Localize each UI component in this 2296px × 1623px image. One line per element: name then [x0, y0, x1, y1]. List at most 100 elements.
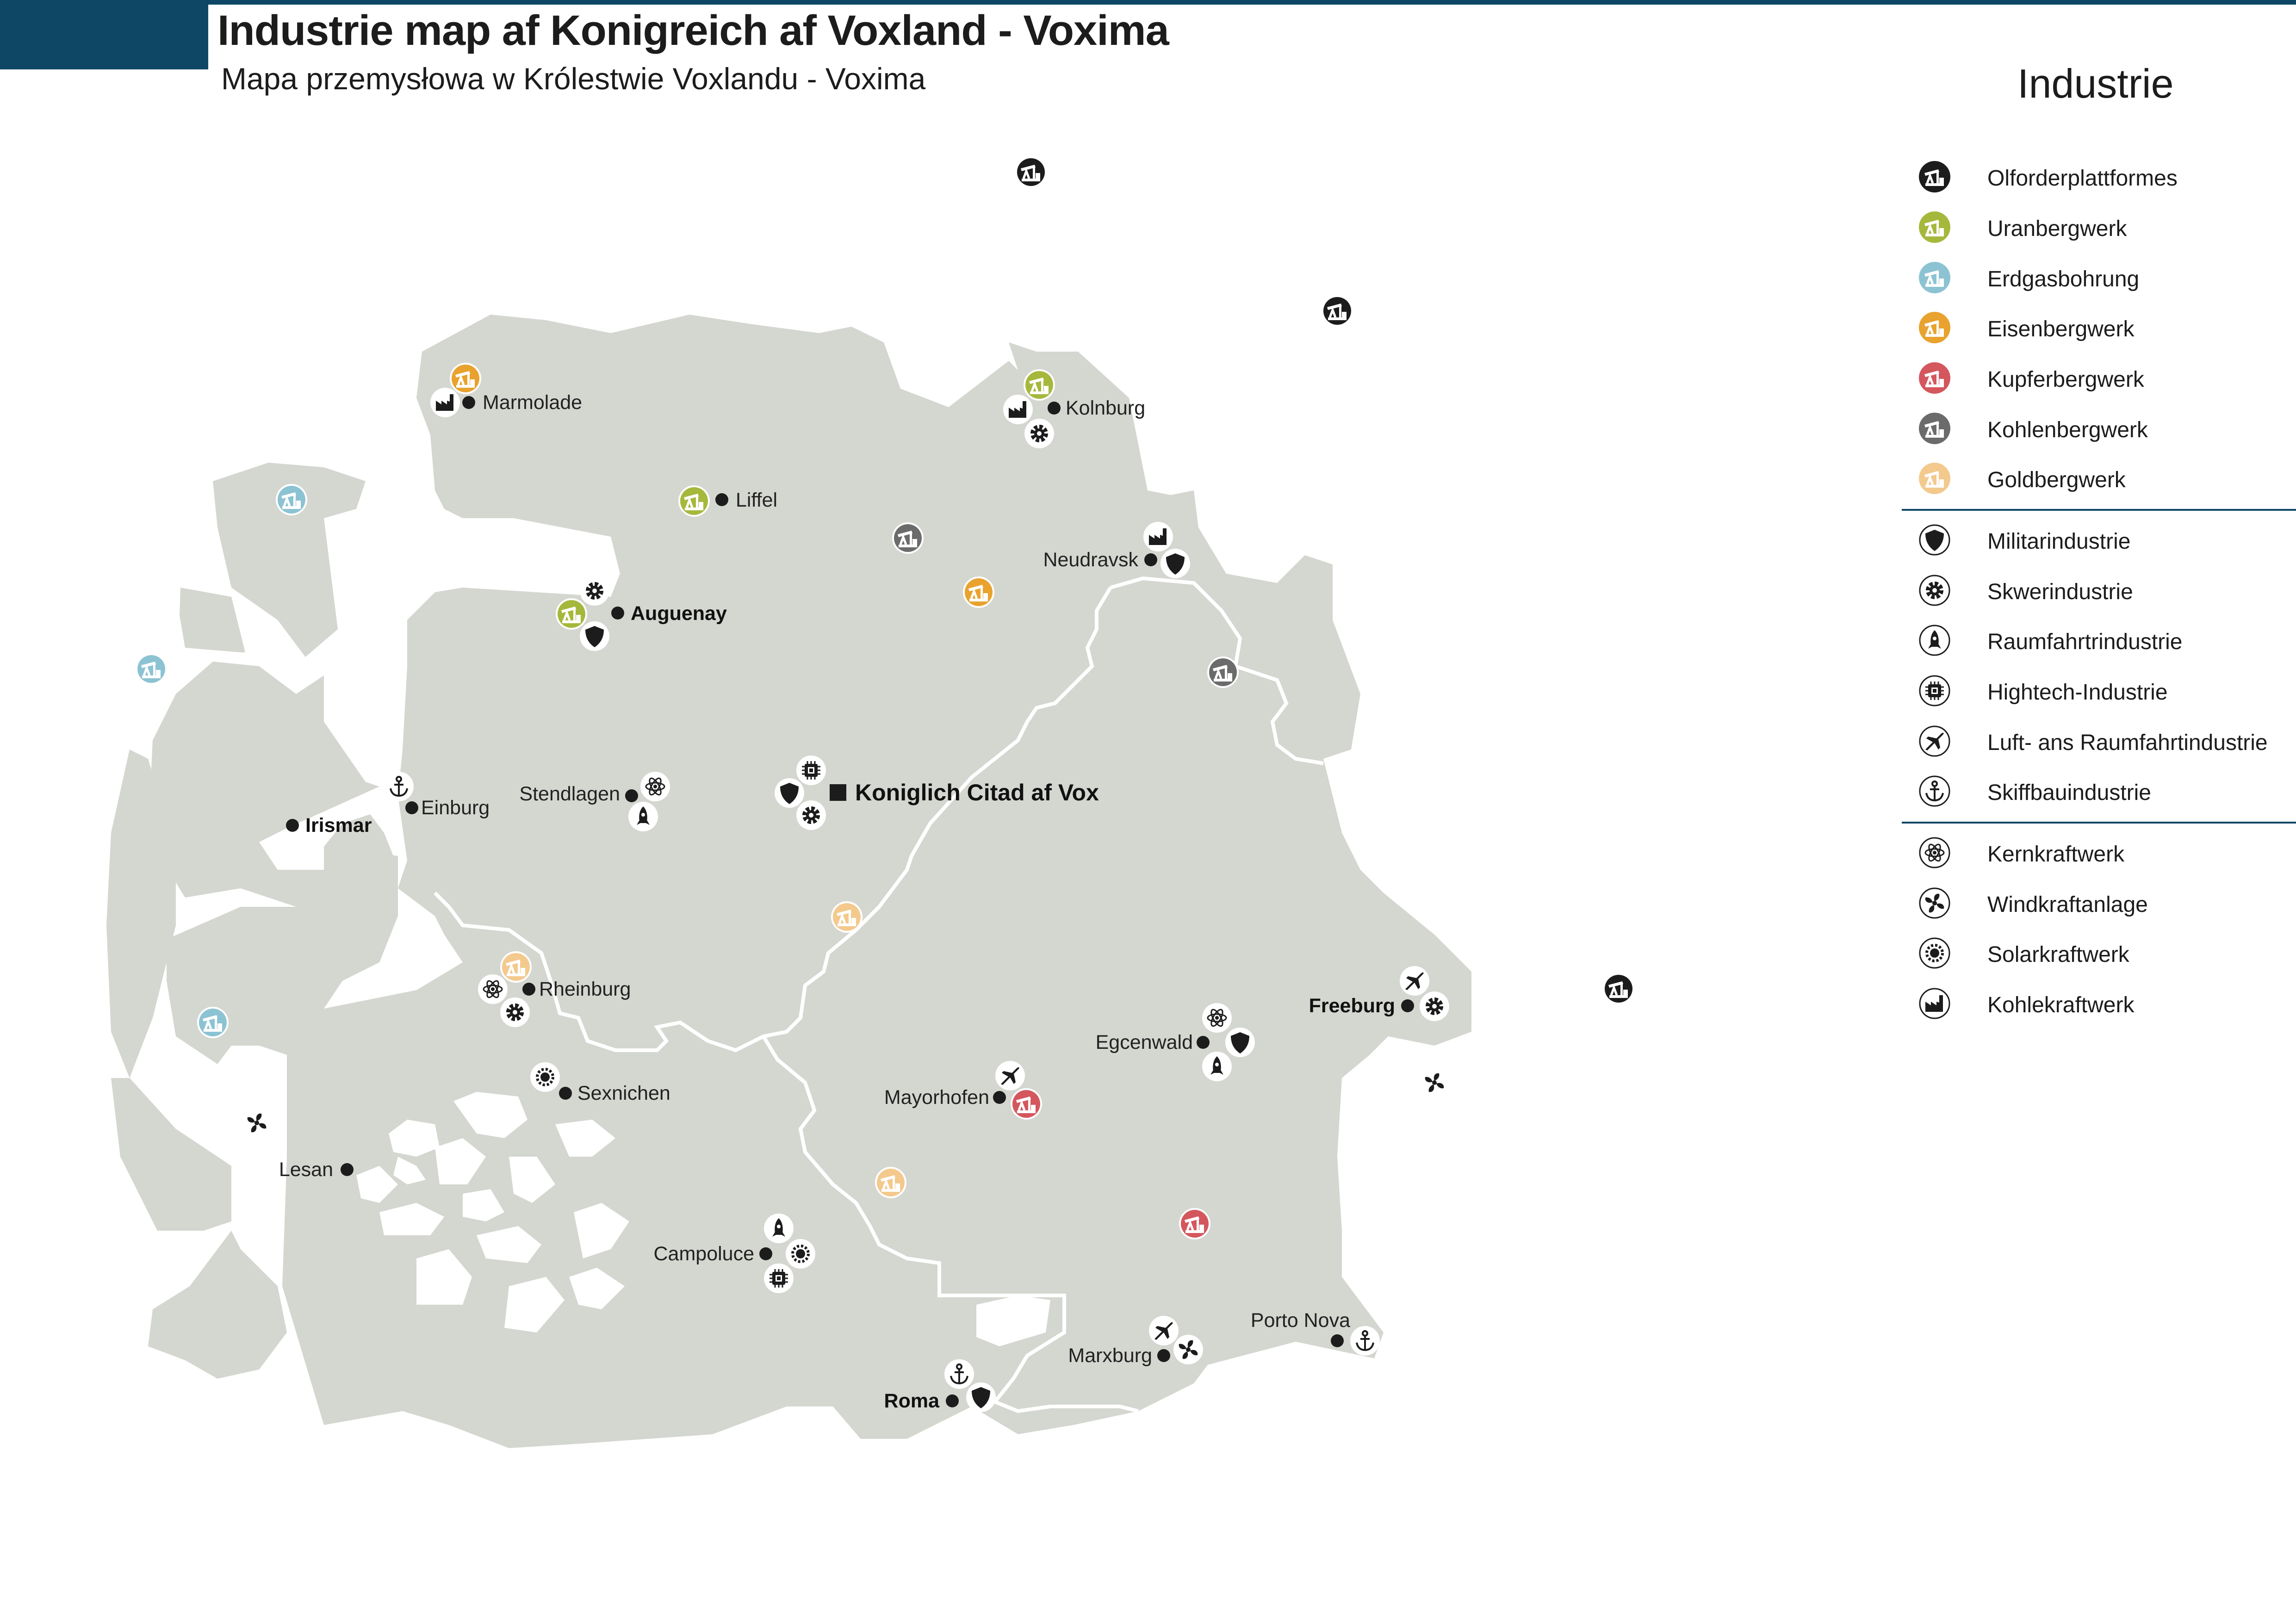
- gear-icon: [500, 997, 530, 1027]
- rocket-icon: [764, 1214, 794, 1243]
- chip-icon: [1919, 675, 1950, 706]
- city-label: Porto Nova: [1251, 1309, 1350, 1332]
- factory-icon: [1143, 522, 1173, 551]
- atom-icon: [478, 974, 508, 1004]
- airplane-icon: [1400, 966, 1429, 996]
- sun-icon: [530, 1062, 560, 1092]
- legend-divider: [1902, 822, 2296, 824]
- wind-turbine-icon: [241, 1107, 273, 1139]
- legend-label: Kupferbergwerk: [1987, 367, 2144, 392]
- chip-icon: [796, 756, 826, 785]
- city-label: Neudravsk: [1043, 549, 1138, 571]
- iron-mine-icon: [1919, 312, 1950, 343]
- airplane-icon: [995, 1061, 1025, 1090]
- gas-drilling-marker: [197, 1007, 229, 1038]
- legend-item-solar-plant: Solarkraftwerk: [1918, 935, 2296, 972]
- legend-label: Olforderplattformes: [1987, 166, 2178, 191]
- rocket-icon: [1919, 625, 1950, 656]
- city-label: Marmolade: [483, 391, 582, 414]
- city-label: Mayorhofen: [884, 1086, 989, 1109]
- map-title: Industrie map af Konigreich af Voxland -…: [217, 7, 1169, 54]
- legend-item-gold-mine: Goldbergwerk: [1918, 460, 2296, 497]
- chip-icon: [764, 1264, 794, 1293]
- city-label: Lesan: [279, 1158, 333, 1181]
- factory-icon: [1003, 395, 1033, 424]
- oil-platform-marker: [1603, 973, 1634, 1004]
- map-subtitle: Mapa przemysłowa w Królestwie Voxlandu -…: [221, 62, 926, 96]
- internal-borders: [434, 576, 1324, 1413]
- legend-item-nuclear-plant: Kernkraftwerk: [1918, 834, 2296, 871]
- legend-item-military: Militarindustrie: [1918, 521, 2296, 558]
- title-accent-block: [0, 0, 208, 69]
- gear-icon: [580, 576, 609, 606]
- legend-label: Windkraftanlage: [1987, 892, 2148, 917]
- legend-item-gas-drilling: Erdgasbohrung: [1918, 259, 2296, 296]
- city-label: Irismar: [305, 814, 372, 836]
- coal-mine-icon: [1919, 413, 1950, 444]
- resource-markers: [136, 156, 1634, 1239]
- iron-mine-marker: [450, 363, 481, 394]
- city-label: Campoluce: [654, 1243, 755, 1265]
- legend-label: Eisenbergwerk: [1987, 317, 2135, 341]
- iron-mine-marker: [963, 576, 994, 608]
- capital-label: Koniglich Citad af Vox: [855, 780, 1099, 805]
- city-label: Stendlagen: [519, 783, 620, 805]
- city-label: Roma: [884, 1390, 940, 1412]
- airplane-icon: [1919, 725, 1950, 757]
- wind-turbine-icon: [1173, 1335, 1203, 1364]
- legend: Industrie Olforderplattformes Uranbergwe…: [1902, 56, 2296, 1073]
- legend-label: Hightech-Industrie: [1987, 680, 2168, 705]
- gas-drilling-marker: [276, 484, 307, 515]
- airplane-icon: [1149, 1316, 1179, 1345]
- legend-item-copper-mine: Kupferbergwerk: [1918, 359, 2296, 396]
- atom-icon: [1919, 837, 1950, 868]
- legend-label: Skwerindustrie: [1987, 580, 2133, 604]
- legend-label: Luft- ans Raumfahrtindustrie: [1987, 731, 2268, 755]
- legend-label: Raumfahrtrindustrie: [1987, 630, 2183, 654]
- factory-icon: [430, 388, 460, 417]
- legend-item-hightech: Hightech-Industrie: [1918, 672, 2296, 709]
- atom-icon: [1202, 1003, 1232, 1033]
- shield-icon: [580, 621, 609, 651]
- legend-item-coal-mine: Kohlenbergwerk: [1918, 410, 2296, 447]
- legend-label: Militarindustrie: [1987, 529, 2131, 554]
- legend-item-space-industry: Raumfahrtrindustrie: [1918, 622, 2296, 659]
- city-label: Freeburg: [1309, 995, 1395, 1017]
- legend-label: Goldbergwerk: [1987, 468, 2126, 492]
- factory-icon: [1919, 988, 1950, 1019]
- legend-item-coal-plant: Kohlekraftwerk: [1918, 985, 2296, 1022]
- legend-label: Solarkraftwerk: [1987, 942, 2129, 967]
- legend-title: Industrie: [2017, 61, 2174, 106]
- gold-mine-marker: [500, 951, 532, 983]
- legend-item-oil-platform: Olforderplattformes: [1918, 158, 2296, 195]
- city-label: Einburg: [421, 797, 490, 819]
- copper-mine-marker: [1179, 1208, 1210, 1239]
- oil-platform-marker: [1015, 156, 1047, 188]
- shield-icon: [1919, 524, 1950, 556]
- legend-label: Erdgasbohrung: [1987, 267, 2140, 291]
- legend-item-uranium-mine: Uranbergwerk: [1918, 209, 2296, 246]
- uranium-mine-icon: [1919, 211, 1950, 243]
- legend-label: Kernkraftwerk: [1987, 842, 2125, 867]
- city-label: Sexnichen: [577, 1082, 670, 1104]
- gold-mine-marker: [831, 901, 863, 933]
- top-accent-bar: [0, 0, 2296, 5]
- wind-turbine-icon: [1919, 887, 1950, 919]
- legend-label: Uranbergwerk: [1987, 217, 2127, 241]
- legend-divider: [1902, 509, 2296, 511]
- wind-turbine-icon: [1419, 1067, 1450, 1098]
- sun-icon: [786, 1239, 815, 1269]
- oil-platform-marker: [1322, 295, 1353, 327]
- oil-platform-icon: [1919, 161, 1950, 192]
- shield-icon: [1225, 1028, 1255, 1057]
- city-dots: [286, 396, 1414, 1407]
- uranium-mine-marker: [678, 485, 710, 517]
- shield-icon: [966, 1382, 996, 1412]
- legend-label: Kohlenbergwerk: [1987, 418, 2148, 442]
- city-labels: Marmolade Kolnburg Liffel Neudravsk Augu…: [279, 391, 1395, 1412]
- coal-mine-marker: [1207, 657, 1239, 688]
- shield-icon: [775, 778, 804, 808]
- legend-label: Kohlekraftwerk: [1987, 993, 2135, 1017]
- legend-item-iron-mine: Eisenbergwerk: [1918, 309, 2296, 346]
- rocket-icon: [1202, 1052, 1232, 1081]
